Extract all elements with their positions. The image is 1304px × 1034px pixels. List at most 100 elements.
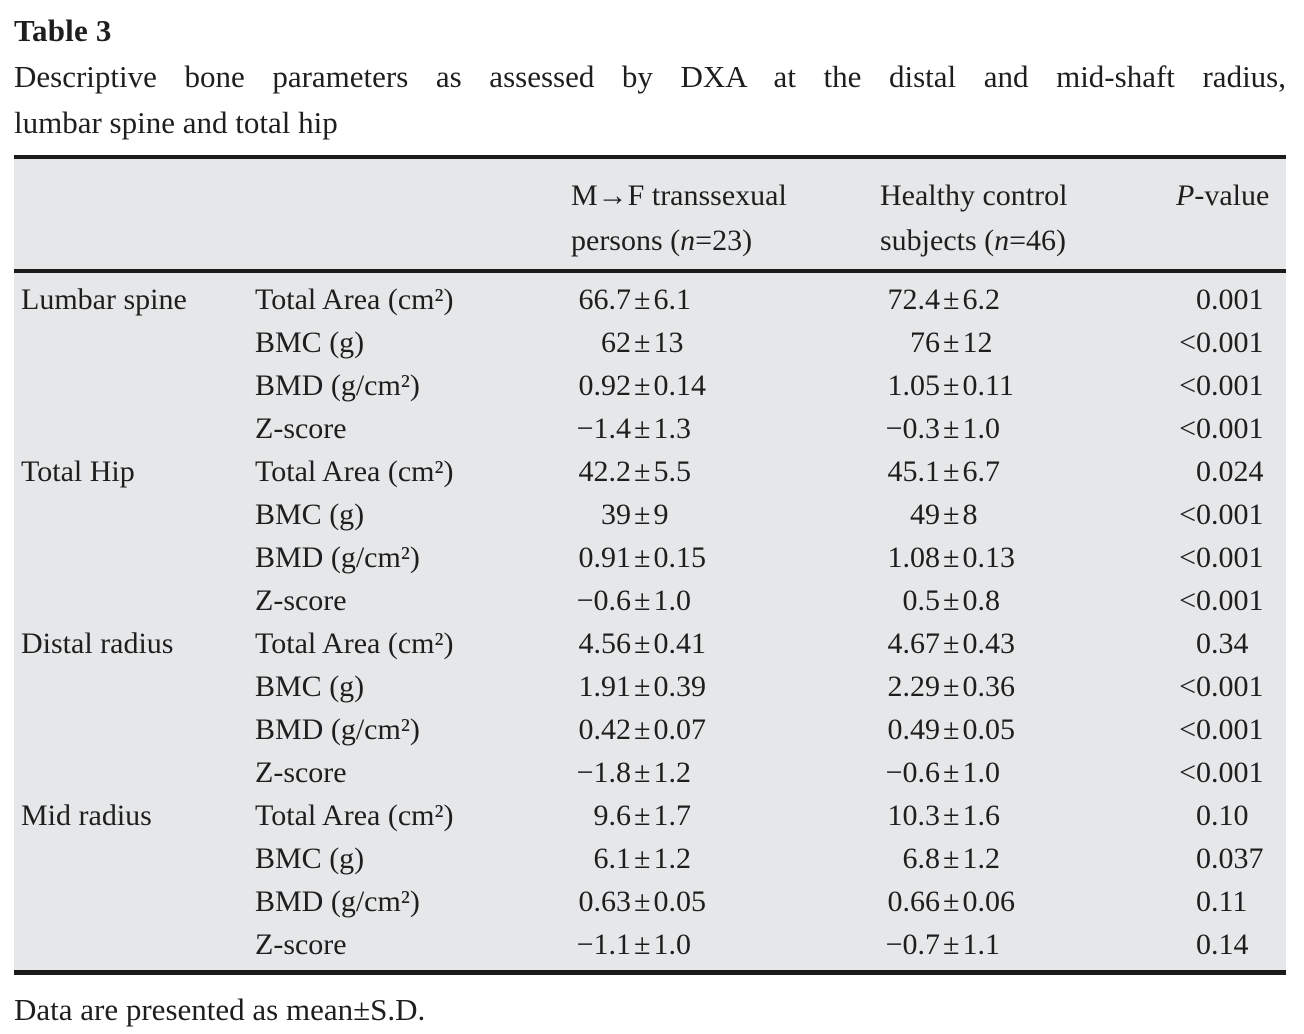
pvalue-cell: <0.001: [1176, 364, 1286, 407]
parameter-cell: BMC (g): [255, 842, 365, 875]
plus-minus-sign: ±: [634, 541, 651, 574]
control-value-cell: 0.49 ±0.05: [880, 708, 1176, 751]
control-sd: 12: [962, 326, 993, 359]
less-than-sign: <: [1179, 756, 1196, 789]
control-sd: 0.11: [962, 369, 1014, 402]
plus-minus-sign: ±: [943, 412, 960, 445]
pvalue-cell: 0.001: [1176, 271, 1286, 321]
caption-line2: lumbar spine and total hip: [14, 105, 338, 140]
parameter-cell: BMC (g): [255, 326, 365, 359]
table-row: BMD (g/cm²) 0.91 ±0.15 1.08 ±0.13 <0.001: [14, 536, 1286, 579]
transsexual-mean: 6.1: [593, 842, 632, 875]
control-mean: 0.49: [887, 713, 941, 746]
pvalue-cell: 0.11: [1176, 880, 1286, 923]
control-value-cell: 45.1 ±6.7: [880, 450, 1176, 493]
transsexual-value-cell: 62 ±13: [571, 321, 880, 364]
plus-minus-sign: ±: [943, 326, 960, 359]
header-region-blank: [14, 157, 255, 273]
control-sd: 6.2: [962, 283, 1000, 316]
plus-minus-sign: ±: [943, 283, 960, 316]
parameter-cell: BMC (g): [255, 498, 365, 531]
plus-minus-sign: ±: [634, 670, 651, 703]
header-pvalue-italic: P: [1176, 179, 1195, 212]
transsexual-sd: 0.15: [653, 541, 706, 574]
parameter-cell: Z-score: [255, 584, 347, 617]
control-value-cell: 0.66 ±0.06: [880, 880, 1176, 923]
pvalue: 0.037: [1196, 842, 1264, 875]
plus-minus-sign: ±: [634, 627, 651, 660]
transsexual-sd: 1.0: [653, 928, 691, 961]
table-row: BMD (g/cm²) 0.92 ±0.14 1.05 ±0.11 <0.001: [14, 364, 1286, 407]
control-mean: −0.3: [885, 412, 940, 445]
transsexual-mean: 1.91: [578, 670, 632, 703]
transsexual-value-cell: 1.91 ±0.39: [571, 665, 880, 708]
less-than-sign: <: [1179, 713, 1196, 746]
pvalue: 0.001: [1196, 326, 1264, 359]
header-transsexual-n: n: [680, 224, 696, 257]
transsexual-sd: 9: [653, 498, 669, 531]
plus-minus-sign: ±: [943, 842, 960, 875]
transsexual-sd: 1.3: [653, 412, 691, 445]
pvalue-cell: 0.037: [1176, 837, 1286, 880]
transsexual-mean: −1.4: [576, 412, 631, 445]
region-cell: [14, 493, 255, 536]
pvalue: 0.001: [1196, 584, 1264, 617]
pvalue: 0.001: [1196, 412, 1264, 445]
pvalue-cell: <0.001: [1176, 493, 1286, 536]
header-control-line2-prefix: subjects (: [880, 224, 995, 257]
plus-minus-sign: ±: [634, 584, 651, 617]
transsexual-mean: 66.7: [578, 283, 632, 316]
control-mean: 4.67: [887, 627, 941, 660]
control-value-cell: 10.3 ±1.6: [880, 794, 1176, 837]
table-row: Mid radius Total Area (cm²) 9.6 ±1.7 10.3…: [14, 794, 1286, 837]
control-sd: 0.13: [962, 541, 1015, 574]
table-row: Z-score −1.4 ±1.3 −0.3 ±1.0 <0.001: [14, 407, 1286, 450]
control-sd: 8: [962, 498, 978, 531]
parameter-cell: Total Area (cm²): [255, 455, 454, 488]
pvalue: 0.001: [1196, 713, 1264, 746]
region-cell: Total Hip: [21, 455, 135, 488]
pvalue: 0.001: [1196, 541, 1264, 574]
control-value-cell: 49 ±8: [880, 493, 1176, 536]
region-cell: [14, 407, 255, 450]
transsexual-mean: 42.2: [578, 455, 632, 488]
parameter-cell: BMD (g/cm²): [255, 713, 420, 746]
control-value-cell: 1.05 ±0.11: [880, 364, 1176, 407]
control-value-cell: 76 ±12: [880, 321, 1176, 364]
pvalue: 0.024: [1196, 455, 1264, 488]
less-than-sign: <: [1179, 412, 1196, 445]
region-cell: [14, 321, 255, 364]
pvalue-cell: <0.001: [1176, 579, 1286, 622]
parameter-cell: Total Area (cm²): [255, 627, 454, 660]
plus-minus-sign: ±: [634, 326, 651, 359]
control-sd: 1.2: [962, 842, 1000, 875]
pvalue-cell: 0.10: [1176, 794, 1286, 837]
parameter-cell: Z-score: [255, 928, 347, 961]
control-value-cell: 6.8 ±1.2: [880, 837, 1176, 880]
region-cell: Mid radius: [21, 799, 152, 832]
transsexual-mean: 39: [601, 498, 631, 531]
pvalue: 0.001: [1196, 283, 1264, 316]
pvalue-cell: 0.34: [1176, 622, 1286, 665]
transsexual-sd: 1.0: [653, 584, 691, 617]
region-cell: Distal radius: [21, 627, 174, 660]
header-transsexual-line2: persons (n=23): [571, 218, 880, 263]
transsexual-mean: 0.92: [578, 369, 632, 402]
transsexual-mean: 0.42: [578, 713, 632, 746]
table-row: BMC (g) 39 ±9 49 ±8 <0.001: [14, 493, 1286, 536]
transsexual-value-cell: 4.56 ±0.41: [571, 622, 880, 665]
plus-minus-sign: ±: [634, 713, 651, 746]
control-value-cell: 1.08 ±0.13: [880, 536, 1176, 579]
parameter-cell: BMD (g/cm²): [255, 885, 420, 918]
table-row: BMC (g) 62 ±13 76 ±12 <0.001: [14, 321, 1286, 364]
pvalue: 0.10: [1196, 799, 1249, 832]
plus-minus-sign: ±: [943, 541, 960, 574]
table-row: Lumbar spine Total Area (cm²) 66.7 ±6.1 7…: [14, 271, 1286, 321]
control-mean: 49: [910, 498, 940, 531]
control-mean: 2.29: [887, 670, 941, 703]
control-sd: 6.7: [962, 455, 1000, 488]
control-value-cell: 4.67 ±0.43: [880, 622, 1176, 665]
control-sd: 1.0: [962, 412, 1000, 445]
plus-minus-sign: ±: [943, 799, 960, 832]
table-row: BMC (g) 1.91 ±0.39 2.29 ±0.36 <0.001: [14, 665, 1286, 708]
